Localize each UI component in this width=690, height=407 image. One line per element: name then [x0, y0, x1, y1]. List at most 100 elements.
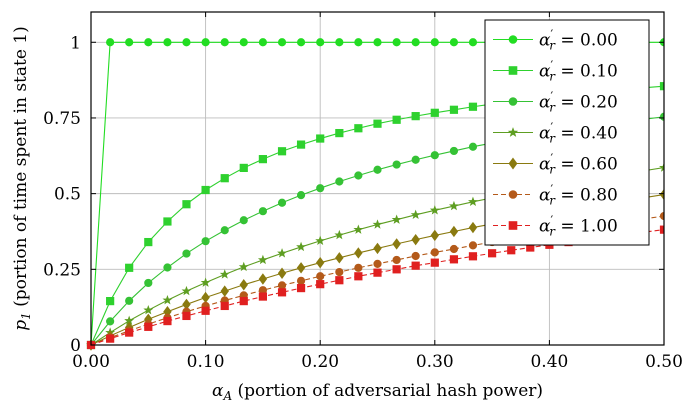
data-point	[391, 214, 402, 224]
y-tick-label: 0	[70, 336, 81, 356]
data-point	[181, 285, 192, 296]
legend-entry: α′ r = 0.40	[493, 121, 618, 146]
data-point	[449, 200, 459, 211]
data-point	[162, 295, 173, 305]
data-point	[296, 191, 306, 200]
data-point	[659, 211, 664, 221]
data-point	[392, 115, 401, 124]
data-point	[163, 38, 172, 47]
data-point	[258, 273, 268, 285]
data-point	[296, 283, 306, 293]
x-tick-label: 0.40	[530, 352, 568, 372]
data-point	[335, 276, 344, 285]
data-point	[125, 328, 134, 337]
data-point	[449, 244, 459, 254]
x-tick-label: 0.00	[72, 352, 110, 372]
data-point	[411, 261, 420, 270]
y-axis-label: p1 (portion of time spent in state 1)	[11, 26, 33, 331]
data-point	[144, 322, 153, 331]
y-tick-label: 0.25	[43, 260, 81, 280]
data-point	[659, 188, 664, 201]
data-point	[258, 292, 267, 301]
x-tick-label: 0.30	[416, 352, 454, 372]
data-point	[468, 196, 478, 206]
legend: α′ r = 0.00 α′ r = 0.10 α′ r = 0.20 α′ r = 0.40…	[484, 19, 650, 246]
data-point	[411, 233, 420, 246]
data-point	[468, 142, 478, 151]
data-point	[163, 316, 172, 326]
data-point	[335, 128, 344, 138]
data-point	[430, 151, 439, 160]
data-point	[106, 317, 115, 326]
data-point	[182, 200, 191, 209]
data-point	[392, 238, 401, 250]
data-point	[201, 306, 210, 315]
x-tick-label: 0.10	[187, 352, 225, 372]
data-point	[182, 38, 191, 47]
data-point	[296, 276, 306, 285]
data-point	[106, 38, 115, 47]
data-point	[354, 171, 363, 180]
data-point	[392, 38, 401, 47]
data-point	[316, 280, 325, 289]
data-point	[201, 237, 210, 246]
legend-label: α′ r = 0.10	[539, 59, 618, 84]
plot-frame	[90, 11, 665, 346]
data-point	[220, 226, 229, 235]
data-point	[373, 165, 382, 174]
data-point	[182, 249, 191, 258]
data-point	[239, 297, 248, 306]
legend-label: α′ r = 0.80	[539, 183, 618, 208]
data-point	[392, 160, 401, 169]
data-point	[372, 219, 383, 229]
data-point	[430, 38, 439, 47]
legend-marker	[508, 97, 518, 106]
data-point	[258, 155, 267, 164]
data-point	[220, 38, 229, 47]
data-point	[335, 38, 344, 47]
data-point	[659, 162, 664, 172]
data-point	[449, 146, 459, 156]
data-point	[449, 225, 459, 238]
data-point	[125, 38, 134, 47]
x-axis-label: αA (portion of adversarial hash power)	[212, 381, 543, 403]
data-point	[277, 147, 287, 156]
data-point	[277, 267, 287, 279]
data-point	[277, 38, 287, 47]
data-point	[277, 198, 287, 207]
data-point	[411, 155, 420, 164]
data-point	[315, 256, 325, 269]
data-point	[143, 305, 154, 315]
data-point	[411, 112, 420, 121]
data-point	[335, 177, 344, 186]
y-tick-label: 0.75	[43, 109, 81, 129]
data-point	[659, 112, 664, 121]
data-point	[144, 237, 153, 247]
data-point	[296, 241, 306, 252]
legend-marker	[508, 157, 518, 170]
data-point	[296, 262, 306, 274]
data-point	[335, 267, 344, 277]
data-point	[125, 296, 134, 305]
data-point	[257, 254, 268, 265]
data-point	[200, 277, 211, 287]
data-point	[106, 334, 115, 343]
data-point	[392, 265, 401, 274]
legend-marker	[508, 221, 518, 230]
x-tick-label: 0.50	[645, 352, 683, 372]
data-point	[219, 269, 230, 279]
data-point	[258, 38, 267, 47]
data-point	[335, 252, 344, 264]
legend-entry: α′ r = 0.20	[493, 90, 618, 115]
data-point	[449, 38, 459, 47]
tick-layer: 0.00 0.10 0.20 0.30 0.40 0.50 0 0.25 0.5 0.75 1	[43, 12, 683, 372]
data-point	[373, 38, 382, 47]
data-point	[182, 311, 191, 321]
data-point	[220, 285, 229, 297]
data-point	[507, 246, 516, 255]
data-point	[316, 38, 325, 47]
data-point	[354, 263, 363, 272]
legend-entry: α′ r = 1.00	[493, 214, 618, 239]
data-point	[277, 248, 287, 258]
